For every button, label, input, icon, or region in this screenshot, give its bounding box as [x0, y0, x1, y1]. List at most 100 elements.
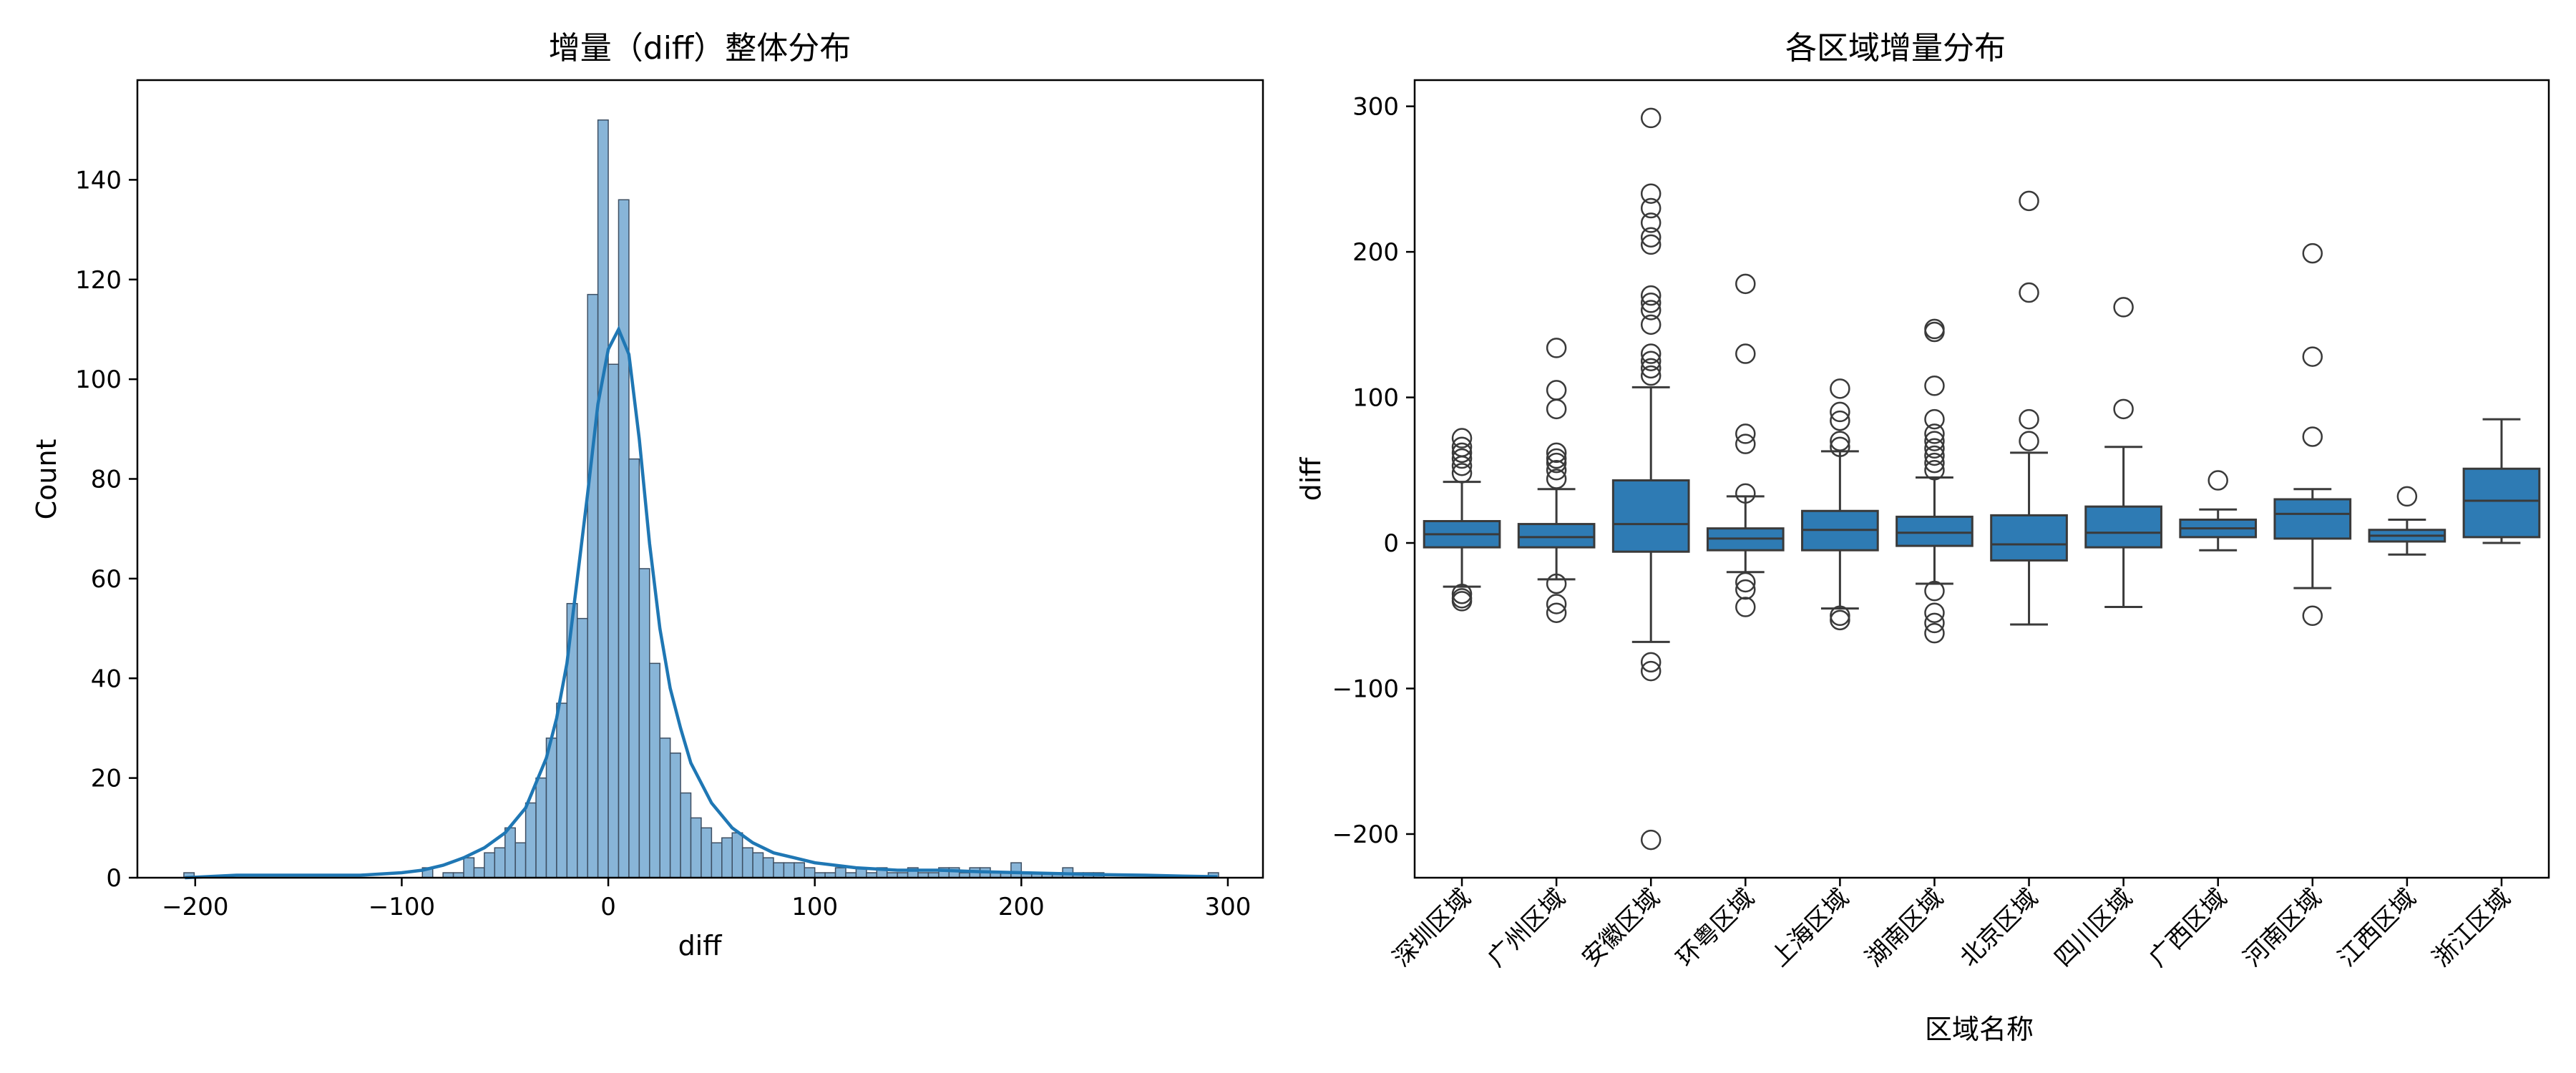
histogram-x-label: diff: [678, 930, 723, 961]
outlier-point: [1640, 293, 1662, 313]
histogram-bar: [597, 119, 609, 878]
boxplot-y-label: diff: [1295, 457, 1327, 501]
histogram-panel: 增量（diff）整体分布 −200 −100 0 100 200 300 0 20 40 60 8…: [31, 30, 1264, 961]
x-tick-label: 200: [998, 893, 1045, 921]
outlier-point: [1640, 227, 1662, 248]
outlier-point: [1640, 652, 1662, 673]
histogram-bar: [535, 777, 547, 878]
x-tick-label: 0: [600, 893, 616, 921]
histogram-bar: [514, 842, 527, 878]
histogram-title: 增量（diff）整体分布: [549, 30, 851, 67]
outlier-point: [1924, 438, 1945, 459]
x-tick-label: 广西区域: [2144, 883, 2233, 972]
outlier-point: [1546, 448, 1567, 469]
boxplot-frame: [1413, 79, 2550, 879]
x-tick-label: 上海区域: [1765, 883, 1854, 972]
histogram-bar: [577, 617, 588, 878]
box-iqr: [2462, 467, 2541, 539]
y-tick-label: 0: [1383, 529, 1399, 558]
outlier-point: [1451, 463, 1473, 484]
y-tick-label: 0: [106, 864, 122, 893]
histogram-bar: [804, 867, 816, 878]
outlier-point: [2019, 190, 2039, 212]
outlier-point: [1640, 212, 1662, 233]
y-tick-label: 100: [75, 366, 122, 394]
outlier-point: [1924, 602, 1945, 623]
outlier-point: [1735, 273, 1756, 295]
outlier-point: [2302, 346, 2323, 367]
outlier-point: [1830, 609, 1850, 631]
outlier-point: [1924, 445, 1945, 466]
outlier-point: [1546, 338, 1567, 358]
outlier-point: [1546, 469, 1567, 489]
box-iqr: [1611, 479, 1690, 553]
boxplot-boxes: [1423, 107, 2541, 851]
box-iqr: [2084, 505, 2162, 549]
outlier-point: [1924, 423, 1945, 444]
outlier-point: [1640, 343, 1662, 364]
histogram-bar: [834, 867, 847, 878]
x-tick-label: 深圳区域: [1387, 883, 1476, 972]
outlier-point: [1451, 448, 1473, 469]
histogram-x-ticks: −200 −100 0 100 200 300: [162, 878, 1251, 921]
box-iqr: [1517, 523, 1596, 549]
y-tick-label: 60: [91, 565, 122, 594]
outlier-point: [1546, 602, 1567, 623]
x-tick-label: −200: [162, 893, 228, 921]
x-tick-label: 湖南区域: [1860, 883, 1948, 972]
x-tick-label: −100: [369, 893, 435, 921]
outlier-point: [1735, 483, 1756, 504]
outlier-point: [2302, 605, 2323, 627]
outlier-point: [1735, 423, 1756, 444]
y-tick-label: 20: [91, 765, 122, 793]
histogram-bar: [721, 837, 733, 878]
y-tick-label: 300: [1352, 93, 1399, 122]
y-tick-label: 100: [1352, 384, 1399, 413]
x-tick-label: 四川区域: [2049, 883, 2138, 972]
outlier-point: [1546, 398, 1567, 420]
outlier-point: [1451, 428, 1473, 449]
outlier-point: [1546, 442, 1567, 464]
x-tick-label: 江西区域: [2333, 883, 2421, 972]
histogram-bar: [731, 832, 743, 878]
histogram-bar: [545, 738, 557, 878]
boxplot-x-ticks: 深圳区域 广州区域 安徽区域 环粤区域 上海区域 湖南区域 北京区域 四川区域 广西区域 河南区域…: [1387, 878, 2516, 973]
outlier-point: [1546, 594, 1567, 614]
outlier-point: [1924, 408, 1945, 430]
outlier-point: [1451, 583, 1473, 604]
boxplot-title: 各区域增量分布: [1785, 30, 2006, 67]
histogram-frame: [136, 79, 1264, 879]
histogram-bars: [183, 119, 1219, 878]
outlier-point: [1640, 365, 1662, 386]
outlier-point: [1924, 460, 1945, 481]
outlier-point: [1546, 573, 1567, 594]
outlier-point: [2019, 282, 2039, 303]
histogram-bar: [556, 702, 568, 878]
boxplot-y-ticks: −200 −100 0 100 200 300: [1332, 93, 1415, 849]
histogram-bar: [484, 852, 496, 878]
outlier-point: [1640, 314, 1662, 335]
outlier-point: [2113, 297, 2134, 318]
histogram-bar: [649, 662, 660, 878]
y-tick-label: 80: [91, 466, 122, 494]
y-tick-label: −100: [1332, 675, 1399, 703]
outlier-point: [2396, 486, 2418, 507]
box-iqr: [2273, 498, 2352, 540]
outlier-point: [1735, 343, 1756, 364]
outlier-point: [2302, 242, 2323, 264]
outlier-point: [1830, 436, 1850, 457]
histogram-y-label: Count: [31, 439, 62, 520]
histogram-bar: [669, 753, 681, 878]
outlier-point: [1924, 452, 1945, 474]
box-iqr: [1896, 515, 1974, 547]
x-tick-label: 河南区域: [2238, 883, 2327, 972]
outlier-point: [1735, 572, 1756, 593]
x-tick-label: 安徽区域: [1576, 883, 1665, 972]
histogram-y-ticks: 0 20 40 60 80 100 120 140: [75, 166, 137, 893]
boxplot-panel: 各区域增量分布 深圳区域 广州区域 安徽区域 环粤区域 上海区域 湖南区域 北京区域 四川区域…: [1295, 30, 2550, 1045]
histogram-bar: [1010, 862, 1023, 878]
outlier-point: [2113, 398, 2134, 420]
outlier-point: [2302, 426, 2323, 447]
outlier-point: [1830, 431, 1850, 451]
